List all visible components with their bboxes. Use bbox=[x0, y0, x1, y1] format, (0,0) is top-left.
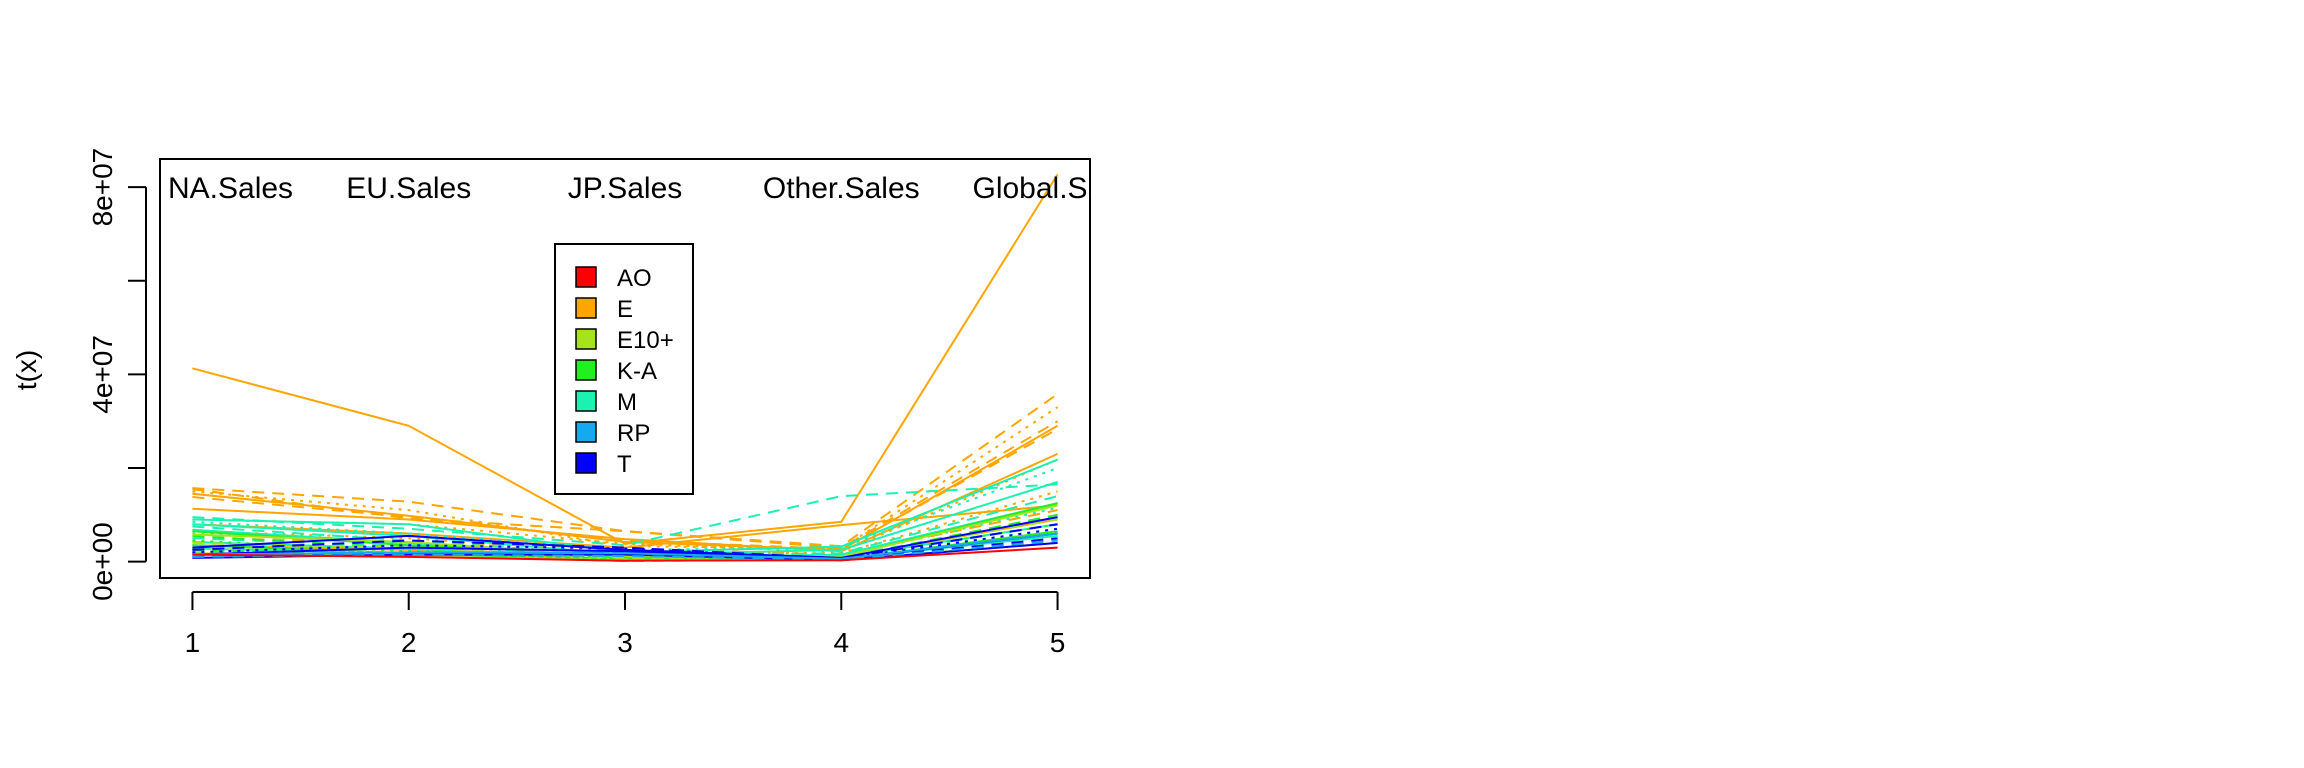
legend-swatch bbox=[575, 452, 597, 474]
series-line-rp-39 bbox=[192, 532, 1058, 560]
legend: AO E E10+ K-A M RP T bbox=[554, 243, 694, 495]
variable-label: Other.Sales bbox=[763, 172, 920, 205]
series-line-t-33 bbox=[192, 516, 1058, 559]
legend-swatch bbox=[575, 390, 597, 412]
variable-label: Global.Sales bbox=[973, 172, 1143, 205]
series-line-ao-41 bbox=[192, 546, 1058, 562]
y-axis: 0e+00 4e+07 8e+07 bbox=[87, 148, 147, 601]
legend-label: K-A bbox=[617, 358, 657, 385]
legend-swatch bbox=[575, 297, 597, 319]
legend-label: T bbox=[617, 451, 632, 478]
plot-frame bbox=[159, 158, 1091, 579]
legend-label: E10+ bbox=[617, 327, 674, 354]
series-line-e-7 bbox=[192, 420, 1059, 550]
series-line-t-34 bbox=[192, 523, 1058, 560]
x-tick-label: 1 bbox=[185, 627, 201, 658]
variable-label: EU.Sales bbox=[346, 172, 471, 205]
legend-label: E bbox=[617, 296, 633, 323]
x-tick-label: 5 bbox=[1050, 627, 1066, 658]
series-line-e-3 bbox=[192, 406, 1059, 550]
y-tick-label: 4e+07 bbox=[87, 335, 118, 414]
x-axis: 1 2 3 4 5 bbox=[185, 591, 1066, 658]
legend-label: AO bbox=[617, 265, 652, 292]
legend-swatch bbox=[575, 421, 597, 443]
legend-swatch bbox=[575, 328, 597, 350]
x-tick-label: 4 bbox=[833, 627, 849, 658]
variable-labels: NA.Sales EU.Sales JP.Sales Other.Sales Globa… bbox=[168, 172, 1143, 205]
series-lines bbox=[192, 173, 1059, 563]
y-axis-label: t(x) bbox=[11, 350, 42, 390]
series-line-e-4 bbox=[192, 428, 1059, 551]
series-line-m-12 bbox=[192, 483, 1058, 547]
series-line-m-16 bbox=[192, 495, 1058, 558]
y-tick-label: 8e+07 bbox=[87, 148, 118, 227]
legend-swatch bbox=[575, 266, 597, 288]
variable-label: NA.Sales bbox=[168, 172, 293, 205]
x-tick-label: 3 bbox=[617, 627, 633, 658]
legend-swatch bbox=[575, 359, 597, 381]
x-tick-label: 2 bbox=[401, 627, 417, 658]
y-tick-label: 0e+00 bbox=[87, 522, 118, 601]
legend-label: RP bbox=[617, 420, 650, 447]
variable-label: JP.Sales bbox=[568, 172, 683, 205]
legend-label: M bbox=[617, 389, 637, 416]
series-line-e-1 bbox=[192, 393, 1059, 548]
series-line-t-35 bbox=[192, 527, 1058, 560]
